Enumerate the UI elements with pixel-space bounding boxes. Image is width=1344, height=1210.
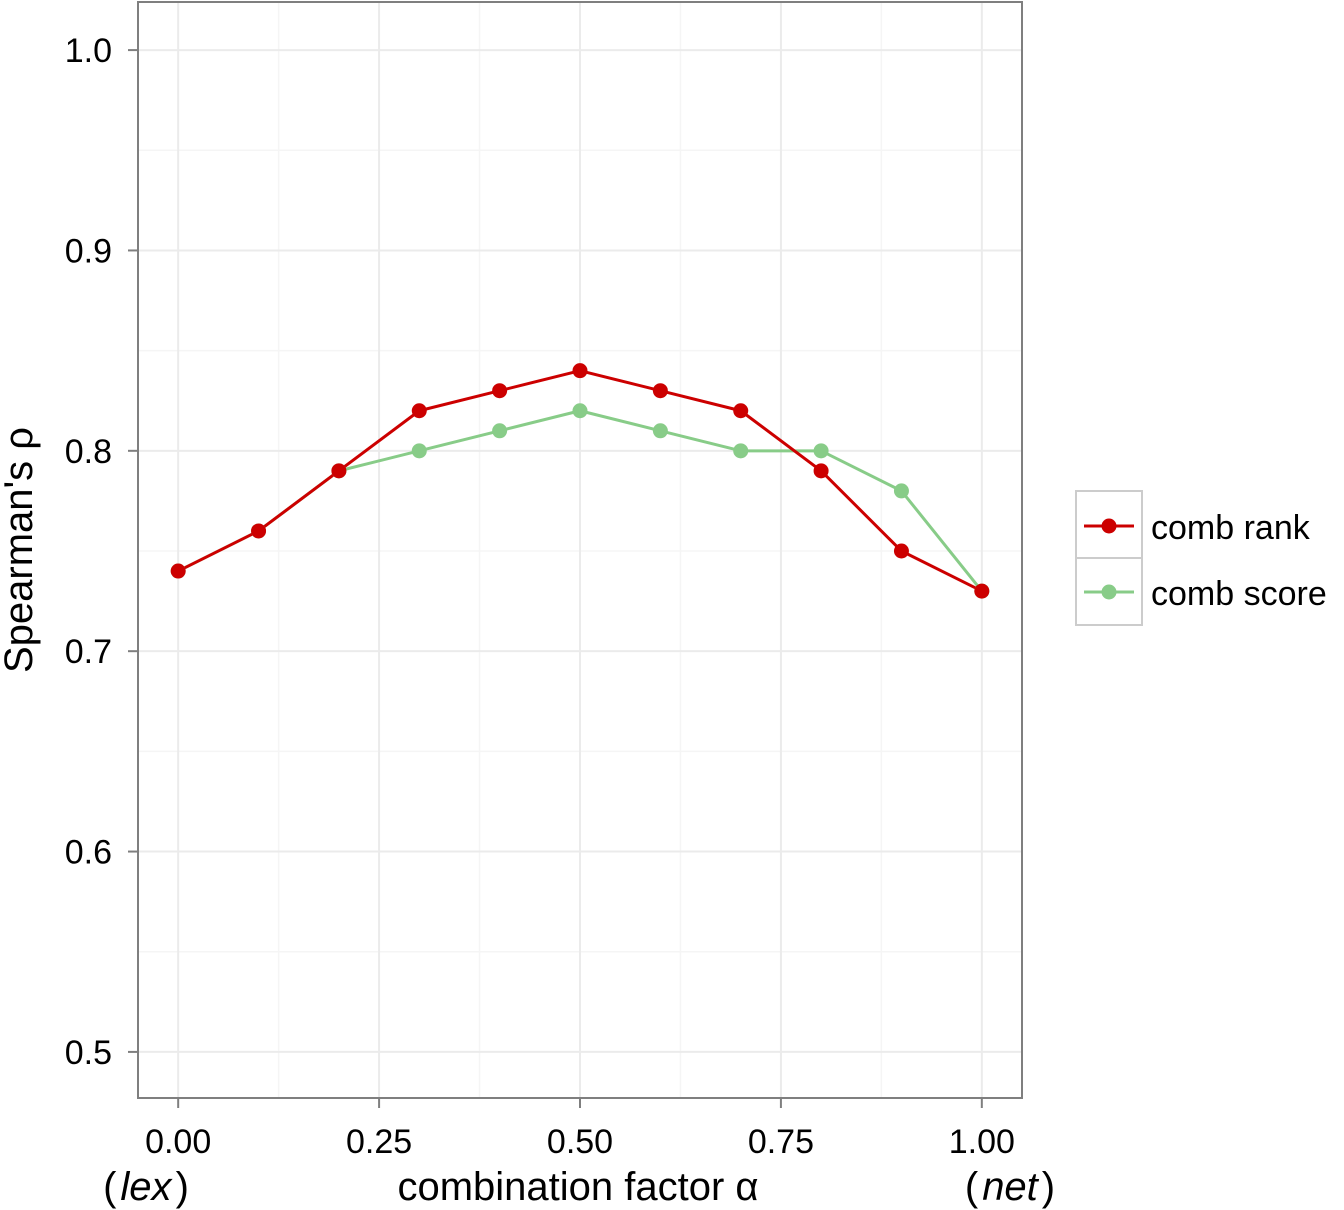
y-tick-label: 0.9 bbox=[65, 232, 112, 270]
x-axis-title: combination factor α bbox=[397, 1165, 758, 1209]
axes: 0.00 0.25 0.50 0.75 1.00 0.5 0.6 0.7 0.8 0.9 1.0 bbox=[65, 32, 1015, 1161]
data-point-comb-rank bbox=[331, 463, 347, 479]
y-tick-label: 0.5 bbox=[65, 1034, 112, 1072]
data-point-comb-rank bbox=[733, 403, 749, 419]
data-point-comb-score bbox=[652, 423, 668, 439]
data-point-comb-score bbox=[492, 423, 508, 439]
data-point-comb-rank bbox=[411, 403, 427, 419]
x-axis-right-end-label: (net) bbox=[965, 1165, 1055, 1209]
x-tick-label: 0.75 bbox=[748, 1123, 814, 1161]
x-tick-label: 1.00 bbox=[949, 1123, 1015, 1161]
legend-label-comb-score: comb score bbox=[1151, 575, 1327, 613]
legend-key-point bbox=[1101, 518, 1117, 534]
data-point-comb-score bbox=[411, 443, 427, 459]
series-layer bbox=[170, 363, 990, 599]
y-tick-label: 0.8 bbox=[65, 433, 112, 471]
grid-lines bbox=[138, 2, 1022, 1098]
y-tick-label: 1.0 bbox=[65, 32, 112, 70]
x-tick-label: 0.00 bbox=[145, 1123, 211, 1161]
legend-key-comb-score bbox=[1084, 584, 1134, 600]
x-axis-left-end-label: (lex) bbox=[103, 1165, 189, 1209]
x-tick-label: 0.25 bbox=[346, 1123, 412, 1161]
data-point-comb-rank bbox=[492, 383, 508, 399]
data-point-comb-rank bbox=[572, 363, 588, 379]
data-point-comb-score bbox=[893, 483, 909, 499]
legend-key-comb-rank bbox=[1084, 518, 1134, 534]
data-point-comb-rank bbox=[170, 563, 186, 579]
legend-key-point bbox=[1101, 584, 1117, 600]
y-tick-label: 0.7 bbox=[65, 633, 112, 671]
data-point-comb-rank bbox=[813, 463, 829, 479]
data-point-comb-rank bbox=[652, 383, 668, 399]
y-axis-title: Spearman's ρ bbox=[0, 427, 41, 673]
data-point-comb-score bbox=[572, 403, 588, 419]
legend: comb rank comb score bbox=[1075, 490, 1327, 626]
data-point-comb-score bbox=[813, 443, 829, 459]
data-point-comb-score bbox=[733, 443, 749, 459]
data-point-comb-rank bbox=[251, 523, 267, 539]
data-point-comb-rank bbox=[893, 543, 909, 559]
data-point-comb-rank bbox=[974, 583, 990, 599]
y-tick-label: 0.6 bbox=[65, 834, 112, 872]
x-tick-label: 0.50 bbox=[547, 1123, 613, 1161]
legend-label-comb-rank: comb rank bbox=[1151, 509, 1311, 547]
